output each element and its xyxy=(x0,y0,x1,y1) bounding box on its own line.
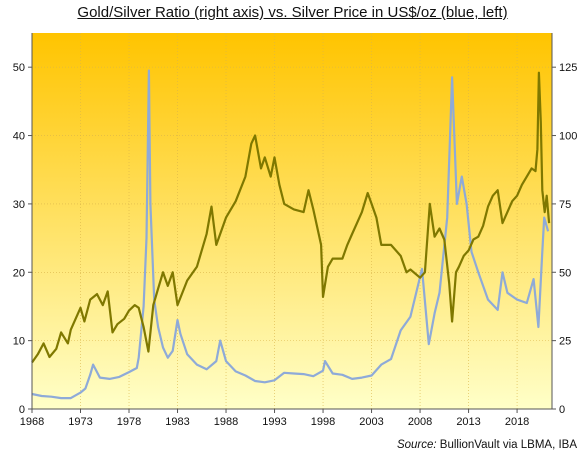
y-tick-label-right: 0 xyxy=(559,404,565,416)
x-tick-label: 2003 xyxy=(359,416,383,428)
x-tick-label: 2013 xyxy=(456,416,480,428)
x-tick-label: 1988 xyxy=(214,416,238,428)
y-tick-label-right: 75 xyxy=(559,199,571,211)
x-tick-label: 1998 xyxy=(311,416,335,428)
y-tick-label-left: 30 xyxy=(13,199,25,211)
x-tick-label: 1983 xyxy=(165,416,189,428)
y-tick-label-left: 10 xyxy=(13,336,25,348)
source-label: Source: xyxy=(396,439,437,451)
source-note: Source: BullionVault via LBMA, IBA xyxy=(397,439,577,451)
x-tick-label: 2018 xyxy=(505,416,529,428)
y-tick-label-left: 50 xyxy=(13,62,25,74)
chart-title: Gold/Silver Ratio (right axis) vs. Silve… xyxy=(77,4,508,21)
y-tick-label-left: 40 xyxy=(13,131,25,143)
source-text: BullionVault via LBMA, IBA xyxy=(439,439,577,451)
y-tick-label-left: 0 xyxy=(19,404,25,416)
y-tick-label-left: 20 xyxy=(13,267,25,279)
y-tick-label-right: 25 xyxy=(559,336,571,348)
x-tick-label: 1978 xyxy=(117,416,141,428)
x-tick-label: 2008 xyxy=(408,416,432,428)
series-line-right xyxy=(31,71,551,364)
x-tick-label: 1973 xyxy=(68,416,92,428)
y-tick-label-right: 50 xyxy=(559,267,571,279)
y-tick-label-right: 100 xyxy=(559,131,577,143)
x-tick-label: 1993 xyxy=(262,416,286,428)
plot-area xyxy=(32,33,552,409)
y-tick-label-right: 125 xyxy=(559,62,577,74)
x-tick-label: 1968 xyxy=(20,416,44,428)
